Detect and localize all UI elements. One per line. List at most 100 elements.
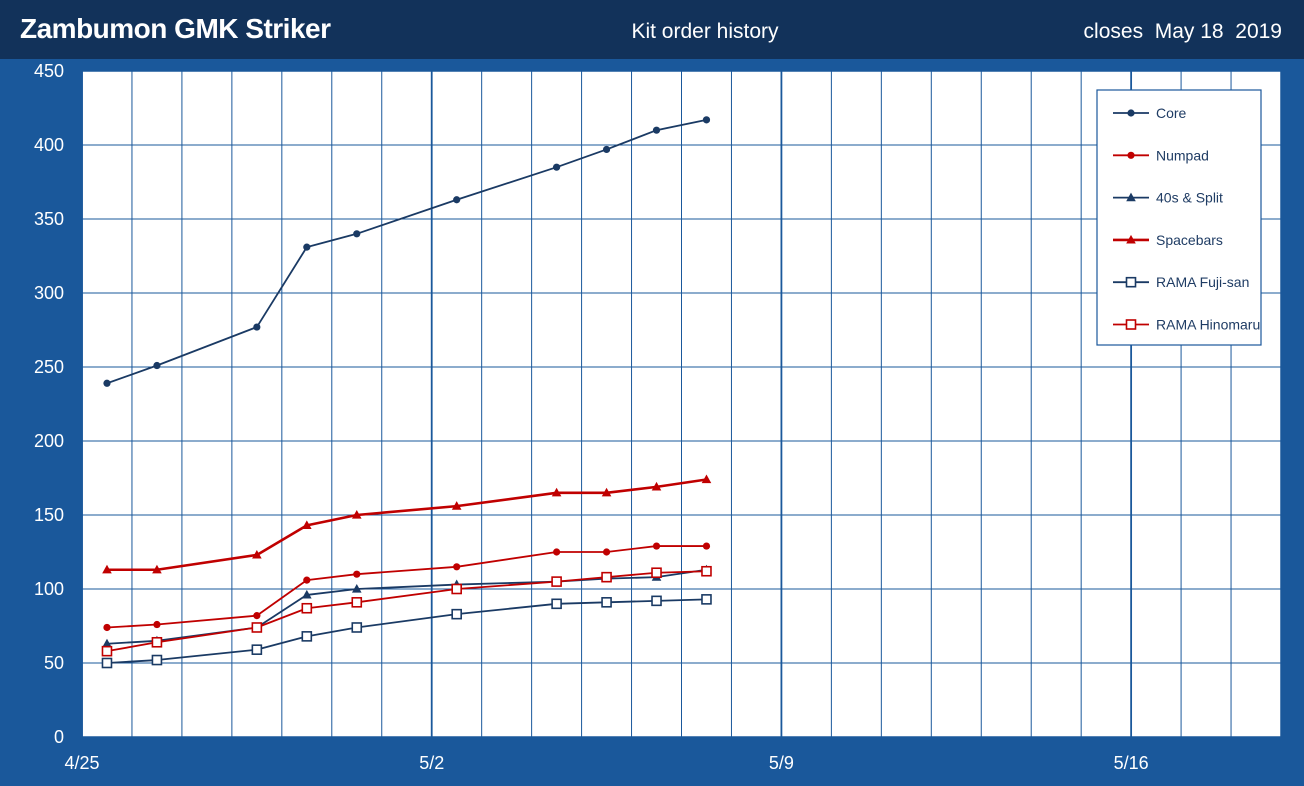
legend-marker [1126,234,1136,244]
legend-marker [1126,192,1136,202]
data-point-40s-split [302,589,312,599]
data-point-spacebars [601,487,612,497]
data-point-rama-fuji-san [351,622,363,633]
data-point-rama-hinomaru [601,571,612,583]
series-rama-hinomaru [101,565,712,657]
legend-label: Spacebars [1156,232,1223,248]
data-point-40s-split [351,584,362,593]
data-point-rama-fuji-san [601,597,612,608]
data-point-rama-fuji-san [551,598,562,610]
series-core [103,116,711,387]
legend-marker [1127,109,1135,117]
data-point-numpad [652,542,661,550]
data-point-rama-fuji-san [151,654,163,666]
x-tick-label: 5/2 [419,753,444,773]
series-line-rama-fuji-san [106,598,707,664]
series-rama-fuji-san [101,594,712,669]
data-point-spacebars [451,501,462,510]
data-point-spacebars [651,481,662,491]
y-tick-label: 200 [34,431,64,451]
data-point-numpad [453,563,461,571]
data-point-rama-hinomaru [551,576,562,587]
series-line-core [106,118,707,385]
chart-subtitle: Kit order history [631,20,779,43]
x-tick-label: 5/16 [1114,753,1149,773]
data-point-rama-fuji-san [701,594,712,605]
data-point-rama-hinomaru [651,567,662,579]
data-point-core [453,196,461,204]
data-point-spacebars [351,510,362,519]
data-point-numpad [253,612,261,620]
legend-box [1096,89,1262,346]
data-point-rama-hinomaru [351,597,363,608]
series-line-numpad [106,545,707,629]
series-spacebars [102,474,712,574]
data-point-numpad [702,542,711,550]
data-point-rama-hinomaru [451,583,462,595]
y-tick-label: 100 [34,579,64,599]
data-point-rama-fuji-san [651,595,662,607]
data-point-spacebars [102,564,112,574]
legend-item-core: Core [1113,105,1187,121]
data-point-numpad [353,570,361,578]
data-point-numpad [103,623,111,632]
x-tick-label: 4/25 [64,753,99,773]
data-point-numpad [553,548,561,556]
data-point-rama-hinomaru [101,645,113,657]
y-tick-label: 400 [34,135,64,155]
legend-marker [1127,151,1135,159]
data-point-core [652,126,661,134]
legend-label: RAMA Fuji-san [1156,274,1249,290]
legend-marker [1125,276,1137,288]
legend-item-rama-fuji-san: RAMA Fuji-san [1113,274,1249,290]
legend-item-spacebars: Spacebars [1113,232,1223,248]
data-point-numpad [153,620,161,629]
y-tick-label: 450 [34,61,64,81]
plot-border [81,70,1282,738]
data-point-numpad [602,548,611,556]
legend-item-numpad: Numpad [1113,147,1209,163]
closing-date: closes May 18 2019 [1083,20,1282,43]
data-point-core [253,323,261,331]
data-point-rama-hinomaru [301,602,313,614]
data-point-rama-fuji-san [301,631,313,642]
data-point-spacebars [551,487,562,497]
data-point-spacebars [701,474,712,484]
data-point-rama-fuji-san [451,608,462,620]
y-tick-label: 0 [54,727,64,747]
y-tick-label: 250 [34,357,64,377]
data-point-rama-hinomaru [251,622,263,633]
y-tick-label: 50 [44,653,64,673]
data-point-core [702,116,711,124]
series-line-rama-hinomaru [106,570,707,653]
y-tick-label: 300 [34,283,64,303]
chart-header: Zambumon GMK Striker Kit order history c… [0,0,1304,59]
series-numpad [103,542,711,632]
legend-label: RAMA Hinomaru [1156,317,1260,333]
series-line-spacebars [106,478,707,572]
legend-marker [1125,319,1137,330]
x-tick-label: 5/9 [769,753,794,773]
data-point-core [303,243,311,251]
chart-title: Zambumon GMK Striker [20,13,331,44]
data-point-core [153,361,161,370]
legend-item-rama-hinomaru: RAMA Hinomaru [1113,317,1260,333]
data-point-numpad [303,576,311,584]
data-point-40s-split [102,638,112,648]
data-point-core [602,145,611,154]
data-point-spacebars [252,549,262,559]
legend-label: 40s & Split [1156,190,1223,206]
legend-label: Core [1156,105,1187,121]
data-point-rama-fuji-san [101,657,113,669]
legend-label: Numpad [1156,147,1209,163]
data-point-core [103,379,111,387]
legend-item-40s-split: 40s & Split [1113,190,1223,206]
y-tick-label: 350 [34,209,64,229]
data-point-spacebars [152,564,162,574]
data-point-spacebars [302,520,312,529]
y-tick-label: 150 [34,505,64,525]
data-point-rama-hinomaru [151,636,163,648]
legend: Core Numpad 40s & Split Spacebars RAMA Fuji-… [1096,89,1262,346]
data-point-core [353,230,361,238]
